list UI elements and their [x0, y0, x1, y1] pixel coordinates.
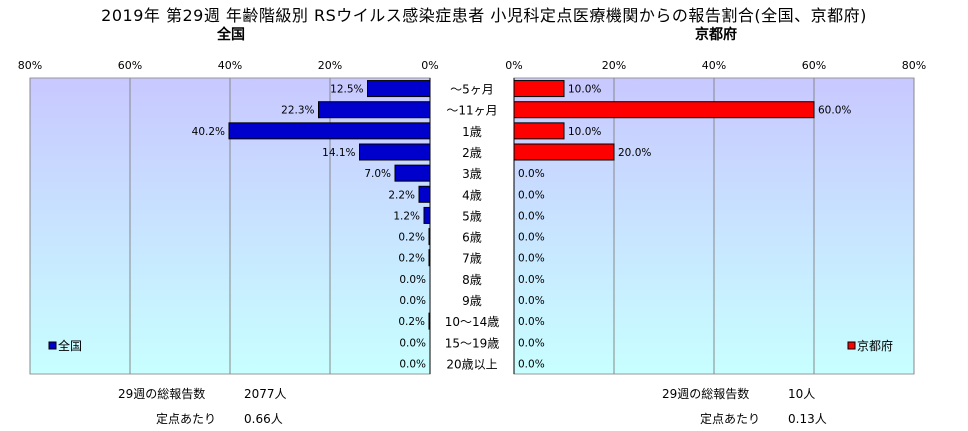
- right-data-label: 0.0%: [518, 274, 545, 286]
- left-bar: [359, 143, 431, 161]
- left-tick-label: 60%: [118, 59, 142, 72]
- left-data-label: 40.2%: [192, 126, 225, 138]
- right-tick-label: 0%: [505, 59, 522, 72]
- left-legend-swatch: [48, 341, 57, 350]
- right-data-label: 10.0%: [568, 84, 601, 96]
- right-bar: [513, 80, 565, 98]
- category-label: ～5ヶ月: [450, 83, 494, 97]
- right-legend-swatch: [847, 341, 856, 350]
- right-total-label: 29週の総報告数: [662, 387, 750, 401]
- category-label: 8歳: [462, 273, 482, 287]
- left-legend-label: 全国: [58, 338, 82, 353]
- category-label: 3歳: [462, 167, 482, 181]
- right-bar: [513, 101, 815, 119]
- category-label: 7歳: [462, 252, 482, 266]
- category-label: ～11ヶ月: [446, 104, 497, 118]
- left-per-label: 定点あたり: [156, 412, 217, 426]
- left-data-label: 0.0%: [399, 274, 426, 286]
- left-panel-title: 全国: [217, 27, 245, 43]
- left-data-label: 0.2%: [398, 253, 425, 265]
- category-label: 6歳: [462, 231, 482, 245]
- left-data-label: 14.1%: [322, 147, 355, 159]
- right-data-label: 0.0%: [518, 253, 545, 265]
- left-data-label: 22.3%: [281, 105, 314, 117]
- category-label: 2歳: [462, 146, 482, 160]
- category-label: 1歳: [462, 125, 482, 139]
- right-legend-label: 京都府: [857, 338, 893, 353]
- left-data-label: 7.0%: [364, 168, 391, 180]
- left-bar: [423, 206, 431, 224]
- left-per-value: 0.66人: [244, 412, 283, 426]
- left-bar: [367, 80, 431, 98]
- right-tick-label: 40%: [702, 59, 726, 72]
- right-data-label: 60.0%: [818, 105, 851, 117]
- left-tick-label: 20%: [318, 59, 342, 72]
- right-per-value: 0.13人: [788, 412, 827, 426]
- right-data-label: 0.0%: [518, 189, 545, 201]
- left-tick-label: 40%: [218, 59, 242, 72]
- category-label: 4歳: [462, 188, 482, 202]
- right-data-label: 20.0%: [618, 147, 651, 159]
- left-bar: [318, 101, 431, 119]
- right-data-label: 0.0%: [518, 210, 545, 222]
- left-tick-label: 80%: [18, 59, 42, 72]
- chart-title: 2019年 第29週 年齢階級別 RSウイルス感染症患者 小児科定点医療機関から…: [101, 6, 867, 25]
- right-data-label: 0.0%: [518, 316, 545, 328]
- left-data-label: 2.2%: [388, 189, 415, 201]
- right-data-label: 10.0%: [568, 126, 601, 138]
- left-tick-label: 0%: [421, 59, 438, 72]
- right-tick-label: 20%: [602, 59, 626, 72]
- left-data-label: 0.2%: [398, 316, 425, 328]
- right-tick-label: 60%: [802, 59, 826, 72]
- left-data-label: 0.0%: [399, 337, 426, 349]
- category-label: 20歳以上: [446, 357, 497, 371]
- left-total-value: 2077人: [244, 387, 287, 401]
- left-data-label: 12.5%: [330, 84, 363, 96]
- right-bar: [513, 143, 615, 161]
- right-data-label: 0.0%: [518, 358, 545, 370]
- right-data-label: 0.0%: [518, 232, 545, 244]
- left-bar: [394, 164, 431, 182]
- category-label: 10～14歳: [445, 315, 500, 329]
- right-bar: [513, 122, 565, 140]
- category-label: 5歳: [462, 209, 482, 223]
- right-per-label: 定点あたり: [700, 412, 761, 426]
- left-data-label: 0.0%: [399, 295, 426, 307]
- right-total-value: 10人: [788, 387, 816, 401]
- right-panel-title: 京都府: [695, 27, 737, 43]
- left-data-label: 0.0%: [399, 358, 426, 370]
- left-data-label: 1.2%: [393, 210, 420, 222]
- left-data-label: 0.2%: [398, 232, 425, 244]
- right-data-label: 0.0%: [518, 337, 545, 349]
- category-label: 15～19歳: [445, 336, 500, 350]
- left-total-label: 29週の総報告数: [118, 387, 206, 401]
- left-bar: [228, 122, 431, 140]
- right-data-label: 0.0%: [518, 168, 545, 180]
- right-data-label: 0.0%: [518, 295, 545, 307]
- right-tick-label: 80%: [902, 59, 926, 72]
- category-label: 9歳: [462, 294, 482, 308]
- left-bar: [418, 185, 431, 203]
